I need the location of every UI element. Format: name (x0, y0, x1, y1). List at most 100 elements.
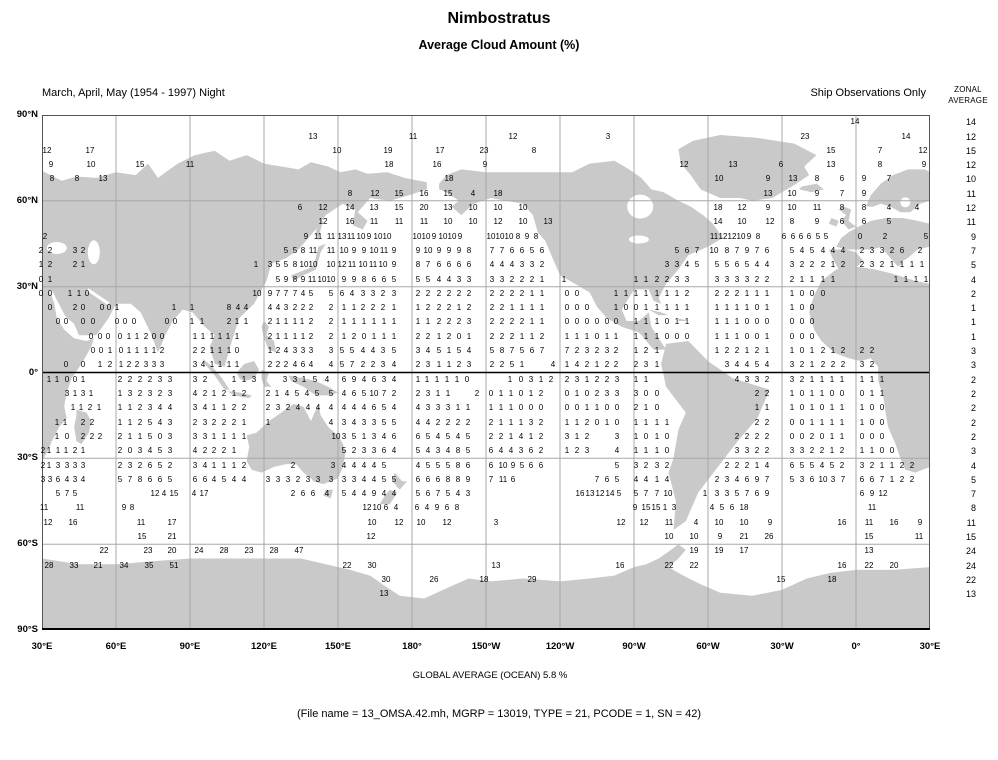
grid-value: 2 (42, 231, 48, 241)
grid-value: 1 (809, 389, 815, 398)
grid-value: 1 (879, 389, 885, 398)
grid-value: 2 (664, 274, 670, 284)
grid-value: 5 (456, 346, 462, 355)
grid-value: 3 (654, 460, 660, 470)
grid-value: 6 (899, 245, 905, 255)
grid-value: 8 (455, 446, 461, 456)
grid-value: 17 (435, 145, 445, 155)
grid-value: 9 (754, 474, 760, 484)
grid-value: 1 (498, 403, 504, 413)
grid-value: 7 (734, 245, 740, 255)
grid-value: 1 (361, 317, 367, 327)
grid-value: 5 (445, 431, 451, 441)
grid-value: 3 (202, 431, 208, 441)
grid-value: 2 (455, 417, 461, 427)
grid-value: 2 (370, 360, 376, 370)
grid-value: 0 (564, 288, 570, 298)
grid-value: 4 (284, 389, 290, 398)
grid-value: 6 (157, 474, 163, 484)
grid-value: 0 (857, 231, 863, 241)
grid-value: 4 (191, 489, 197, 499)
grid-value: 4 (550, 360, 556, 370)
grid-value: 1 (371, 317, 377, 327)
lon-axis-label: 30°W (770, 641, 794, 652)
grid-value: 3 (734, 446, 740, 456)
grid-value: 1 (76, 288, 82, 298)
grid-value: 11 (326, 245, 336, 255)
grid-value: 2 (509, 317, 515, 327)
grid-value: 10 (468, 203, 478, 212)
lon-axis-label: 150°E (325, 641, 351, 652)
grid-value: 1 (734, 303, 740, 313)
grid-value: 6 (381, 274, 387, 284)
grid-value: 1 (55, 446, 61, 456)
grid-value: 1 (633, 431, 639, 441)
grid-value: 10 (356, 231, 366, 241)
grid-value: 2 (446, 288, 452, 298)
grid-value: 3 (167, 431, 173, 441)
grid-value: 3 (584, 346, 590, 355)
grid-value: 2 (820, 360, 826, 370)
grid-value: 1 (654, 346, 660, 355)
zonal-average-value: 2 (970, 374, 976, 385)
grid-value: 2 (231, 403, 237, 413)
grid-value: 7 (694, 245, 700, 255)
grid-value: 10 (339, 245, 349, 255)
grid-value: 1 (564, 360, 570, 370)
grid-value: 0 (764, 317, 770, 327)
grid-value: 1 (498, 389, 504, 398)
grid-value: 9 (283, 274, 289, 284)
grid-value: 1 (80, 446, 86, 456)
grid-value: 1 (839, 374, 845, 384)
lon-axis-label: 180° (402, 641, 422, 652)
grid-value: 3 (275, 403, 281, 413)
grid-value: 7 (744, 489, 750, 499)
grid-value: 5 (425, 460, 431, 470)
grid-value: 4 (764, 260, 770, 270)
grid-value: 2 (529, 274, 535, 284)
grid-value: 4 (415, 417, 421, 427)
grid-value: 2 (435, 417, 441, 427)
grid-value: 3 (371, 431, 377, 441)
grid-value: 3 (305, 474, 311, 484)
grid-value: 3 (671, 503, 677, 513)
grid-value: 3 (381, 374, 387, 384)
grid-value: 5 (436, 346, 442, 355)
grid-value: 15 (443, 188, 453, 198)
grid-value: 1 (913, 274, 919, 284)
grid-value: 1 (415, 317, 421, 327)
grid-value: 3 (664, 260, 670, 270)
grid-value: 17 (167, 517, 177, 527)
grid-value: 1 (764, 303, 770, 313)
grid-value: 4 (693, 517, 699, 527)
grid-value: 2 (351, 331, 357, 341)
grid-value: 6 (839, 174, 845, 184)
grid-value: 0 (744, 317, 750, 327)
grid-value: 13 (826, 160, 836, 170)
grid-value: 2 (724, 288, 730, 298)
grid-value: 1 (809, 374, 815, 384)
grid-value: 4 (202, 460, 208, 470)
grid-value: 0 (594, 417, 600, 427)
grid-value: 1 (151, 346, 157, 355)
grid-value: 10 (714, 517, 724, 527)
zonal-average-value: 14 (965, 117, 976, 128)
grid-value: 7 (643, 489, 649, 499)
grid-value: 1 (381, 317, 387, 327)
grid-value: 2 (134, 360, 140, 370)
grid-value: 2 (265, 403, 271, 413)
grid-value: 0 (106, 303, 112, 313)
grid-value: 3 (40, 474, 46, 484)
grid-value: 2 (499, 288, 505, 298)
grid-value: 1 (574, 417, 580, 427)
grid-value: 2 (87, 403, 93, 413)
grid-value: 3 (734, 274, 740, 284)
grid-value: 3 (830, 474, 836, 484)
grid-value: 0 (88, 331, 94, 341)
zonal-average-value: 5 (970, 474, 976, 485)
grid-value: 0 (538, 403, 544, 413)
landmass (883, 243, 903, 267)
grid-value: 10 (382, 231, 392, 241)
grid-value: 2 (47, 245, 53, 255)
grid-value: 6 (488, 460, 494, 470)
